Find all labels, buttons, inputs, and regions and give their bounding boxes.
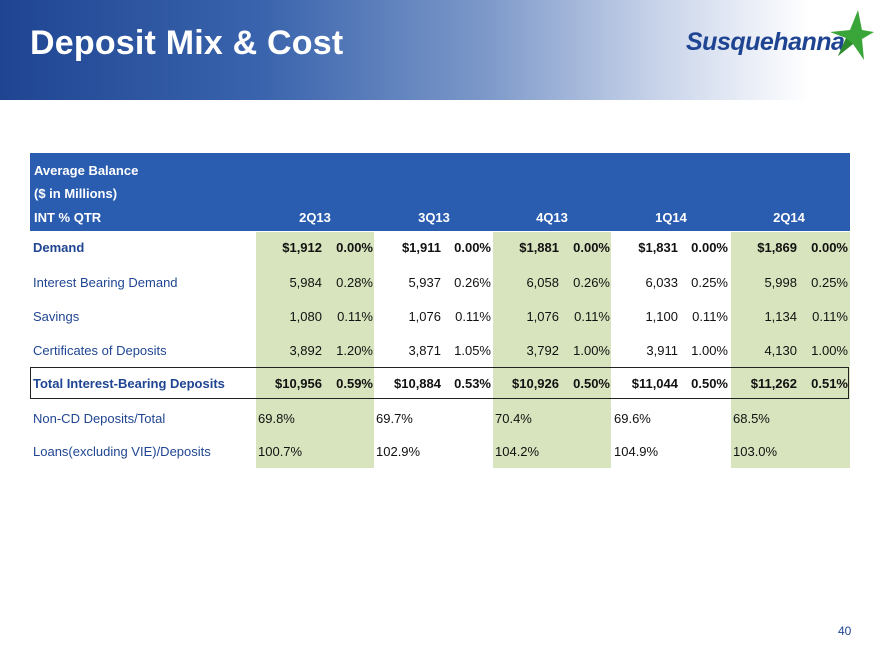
highlight-4q13 (493, 232, 611, 468)
ratio-cell: 100.7% (258, 444, 303, 459)
highlight-2q14 (731, 232, 850, 468)
column-header-3q13: 3Q13 (418, 210, 450, 225)
column-header-2q14: 2Q14 (773, 210, 805, 225)
amount-cell: $1,869 (757, 240, 797, 255)
logo-text: Susquehanna (686, 28, 845, 56)
rate-cell: 0.00% (336, 240, 373, 255)
ratio-cell: 104.9% (614, 444, 659, 459)
row-label: Savings (33, 309, 80, 324)
amount-cell: 1,080 (289, 309, 322, 324)
rate-cell: 1.05% (454, 343, 491, 358)
amount-cell: $10,884 (394, 376, 441, 391)
rate-cell: 0.11% (812, 309, 848, 324)
amount-cell: 3,792 (526, 343, 559, 358)
ratio-row-label: Loans(excluding VIE)/Deposits (33, 444, 211, 459)
rate-cell: 0.00% (454, 240, 491, 255)
row-label: Demand (33, 240, 85, 255)
rate-cell: 0.26% (573, 275, 610, 290)
amount-cell: 6,058 (526, 275, 559, 290)
ratio-cell: 104.2% (495, 444, 540, 459)
header-average-balance: Average Balance (34, 163, 139, 178)
amount-cell: 1,134 (764, 309, 797, 324)
amount-cell: $10,926 (512, 376, 559, 391)
amount-cell: 6,033 (645, 275, 678, 290)
rate-cell: 1.00% (811, 343, 848, 358)
row-label: Interest Bearing Demand (33, 275, 178, 290)
column-header-1q14: 1Q14 (655, 210, 687, 225)
ratio-cell: 68.5% (733, 411, 770, 426)
highlight-2q13 (256, 232, 374, 468)
ratio-cell: 69.6% (614, 411, 651, 426)
row-label: Certificates of Deposits (33, 343, 167, 358)
amount-cell: $1,881 (519, 240, 559, 255)
ratio-cell: 69.7% (376, 411, 413, 426)
title-banner (0, 0, 880, 100)
column-header-2q13: 2Q13 (299, 210, 331, 225)
amount-cell: $1,831 (638, 240, 678, 255)
rate-cell: 0.11% (337, 309, 373, 324)
rate-cell: 0.25% (811, 275, 848, 290)
ratio-cell: 103.0% (733, 444, 778, 459)
amount-cell: 1,100 (645, 309, 678, 324)
amount-cell: 1,076 (408, 309, 441, 324)
amount-cell: 5,984 (289, 275, 322, 290)
amount-cell: 4,130 (764, 343, 797, 358)
amount-cell: $1,912 (282, 240, 322, 255)
table-header: Average Balance ($ in Millions) INT % QT… (30, 153, 850, 231)
amount-cell: $11,262 (750, 376, 797, 391)
amount-cell: $1,911 (401, 240, 441, 255)
header-in-millions: ($ in Millions) (34, 186, 118, 201)
rate-cell: 0.25% (691, 275, 728, 290)
column-header-4q13: 4Q13 (536, 210, 568, 225)
rate-cell: 0.50% (691, 376, 728, 391)
rate-cell: 1.20% (336, 343, 373, 358)
company-logo: Susquehanna (684, 8, 874, 68)
rate-cell: 0.00% (811, 240, 848, 255)
amount-cell: 3,871 (408, 343, 441, 358)
row-label: Total Interest-Bearing Deposits (33, 376, 225, 391)
ratio-cell: 70.4% (495, 411, 532, 426)
ratio-cell: 102.9% (376, 444, 421, 459)
rate-cell: 0.51% (811, 376, 848, 391)
rate-cell: 0.11% (692, 309, 728, 324)
rate-cell: 0.53% (454, 376, 491, 391)
header-int-qtr: INT % QTR (34, 210, 102, 225)
amount-cell: 5,937 (408, 275, 441, 290)
rate-cell: 0.28% (336, 275, 373, 290)
amount-cell: 1,076 (526, 309, 559, 324)
rate-cell: 0.50% (573, 376, 610, 391)
total-row-border (30, 367, 849, 399)
amount-cell: 3,892 (289, 343, 322, 358)
rate-cell: 0.00% (691, 240, 728, 255)
rate-cell: 0.00% (573, 240, 610, 255)
amount-cell: $11,044 (631, 376, 678, 391)
ratio-row-label: Non-CD Deposits/Total (33, 411, 166, 426)
rate-cell: 0.26% (454, 275, 491, 290)
amount-cell: $10,956 (275, 376, 322, 391)
rate-cell: 0.11% (574, 309, 610, 324)
rate-cell: 0.11% (455, 309, 491, 324)
rate-cell: 1.00% (573, 343, 610, 358)
amount-cell: 5,998 (764, 275, 797, 290)
page-number: 40 (838, 624, 852, 638)
rate-cell: 1.00% (691, 343, 728, 358)
slide-title: Deposit Mix & Cost (30, 24, 344, 62)
amount-cell: 3,911 (646, 343, 678, 358)
star-icon (830, 10, 874, 60)
ratio-cell: 69.8% (258, 411, 295, 426)
rate-cell: 0.59% (336, 376, 373, 391)
